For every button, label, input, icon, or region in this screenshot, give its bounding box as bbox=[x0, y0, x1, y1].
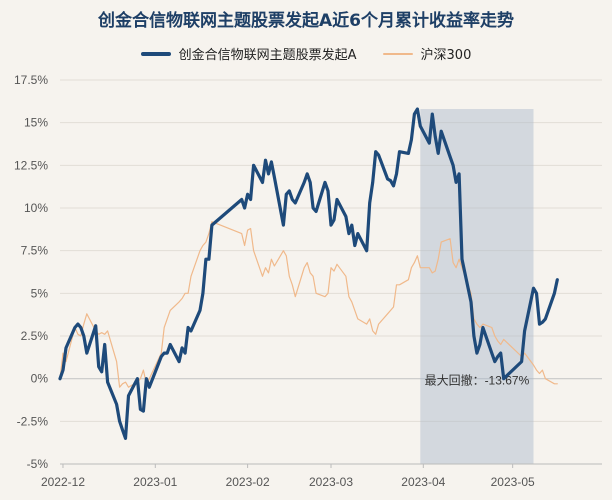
x-tick-label: 2023-03 bbox=[309, 475, 353, 489]
legend-label-index: 沪深300 bbox=[420, 48, 472, 63]
x-tick-label: 2023-02 bbox=[226, 475, 270, 489]
legend-item-index[interactable]: 沪深300 bbox=[382, 44, 472, 63]
chart-title: 创金合信物联网主题股票发起A近6个月累计收益率走势 bbox=[98, 11, 514, 31]
max-drawdown-shade bbox=[420, 109, 534, 464]
x-tick-label: 2023-01 bbox=[133, 475, 177, 489]
x-tick-label: 2023-04 bbox=[401, 475, 445, 489]
y-tick-label: 10% bbox=[24, 201, 48, 215]
y-tick-label: 12.5% bbox=[14, 158, 48, 172]
y-tick-label: -5% bbox=[27, 457, 49, 471]
axes: -5% -2.5% 0% 2.5% 5% 7.5% 10% 12.5% 15% 17.5% 2022… bbox=[14, 73, 602, 489]
legend-swatch-index bbox=[382, 52, 413, 55]
legend-item-fund[interactable]: 创金合信物联网主题股票发起A bbox=[140, 44, 357, 63]
legend-swatch-fund bbox=[140, 51, 171, 56]
y-tick-label: 5% bbox=[31, 286, 49, 300]
chart-legend: 创金合信物联网主题股票发起A 沪深300 bbox=[0, 44, 612, 63]
series-lines bbox=[58, 107, 559, 440]
y-tick-label: 0% bbox=[31, 372, 49, 386]
series-line-fund bbox=[58, 107, 559, 440]
max-drawdown-label: 最大回撤：-13.67% bbox=[425, 373, 530, 388]
x-tick-label: 2023-05 bbox=[491, 475, 535, 489]
max-drawdown-region: 最大回撤：-13.67% bbox=[420, 109, 534, 464]
x-tick-label: 2022-12 bbox=[41, 475, 85, 489]
y-tick-label: 2.5% bbox=[21, 329, 49, 343]
y-tick-label: -2.5% bbox=[17, 414, 49, 428]
legend-label-fund: 创金合信物联网主题股票发起A bbox=[178, 48, 357, 63]
y-tick-label: 17.5% bbox=[14, 73, 48, 87]
y-tick-label: 15% bbox=[24, 116, 48, 130]
gridlines bbox=[60, 79, 602, 465]
y-tick-label: 7.5% bbox=[21, 244, 49, 258]
